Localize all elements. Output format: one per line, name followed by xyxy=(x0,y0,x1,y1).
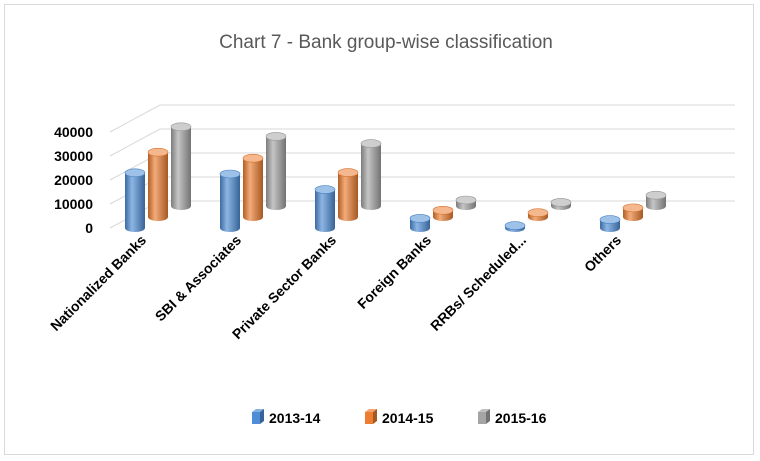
bar-2013-14-others xyxy=(599,215,621,232)
bar-2014-15-nationalized-banks xyxy=(147,147,169,221)
y-axis-ticks: 0 10000 20000 30000 40000 xyxy=(54,124,93,236)
category-labels: Nationalized Banks SBI & AssociatesPrivat… xyxy=(47,232,624,343)
legend-label: 2014-15 xyxy=(382,410,434,426)
chart-svg: Chart 7 - Bank group-wise classification… xyxy=(47,32,735,426)
legend: 2013-14 2014-15 2015-16 xyxy=(252,409,547,426)
category-label: Foreign Banks xyxy=(354,232,434,312)
y-tick-label: 0 xyxy=(85,220,93,236)
bar-2014-15-foreign-banks xyxy=(432,205,454,221)
chart-title: Chart 7 - Bank group-wise classification xyxy=(219,32,553,53)
bar-2013-14-rrbs-scheduled xyxy=(504,221,526,232)
legend-item-2015-16: 2015-16 xyxy=(478,409,547,426)
y-tick-label: 20000 xyxy=(54,172,93,188)
bar-2015-16-nationalized-banks xyxy=(170,122,192,210)
legend-swatch xyxy=(365,412,373,424)
category-label: RRBs/ Scheduled... xyxy=(427,232,529,334)
gridline xyxy=(109,128,735,157)
bar-2014-15-rrbs-scheduled xyxy=(527,208,549,221)
category-label: Others xyxy=(581,232,624,275)
gridline xyxy=(109,104,735,133)
bar-2015-16-private-sector-banks xyxy=(360,139,382,210)
gridline xyxy=(109,152,735,181)
legend-swatch xyxy=(252,412,260,424)
bar-2015-16-sbi-associates xyxy=(265,132,287,210)
legend-label: 2015-16 xyxy=(495,410,547,426)
bar-2013-14-sbi-associates xyxy=(219,169,241,232)
bar-2015-16-foreign-banks xyxy=(455,195,477,210)
bars xyxy=(124,122,667,232)
legend-swatch xyxy=(478,412,486,424)
category-label: Nationalized Banks xyxy=(47,232,149,334)
bar-2014-15-sbi-associates xyxy=(242,153,264,221)
category-label: Private Sector Banks xyxy=(229,232,340,343)
bar-2014-15-others xyxy=(622,203,644,221)
bar-2013-14-foreign-banks xyxy=(409,214,431,232)
legend-item-2014-15: 2014-15 xyxy=(365,409,434,426)
bar-2015-16-others xyxy=(645,190,667,210)
gridline xyxy=(109,176,735,205)
legend-label: 2013-14 xyxy=(269,410,321,426)
bar-2015-16-rrbs-scheduled xyxy=(550,198,572,210)
category-label: SBI & Associates xyxy=(152,232,245,325)
y-tick-label: 30000 xyxy=(54,148,93,164)
y-tick-label: 40000 xyxy=(54,124,93,140)
chart-frame: Chart 7 - Bank group-wise classification… xyxy=(4,4,754,455)
legend-item-2013-14: 2013-14 xyxy=(252,409,321,426)
y-tick-label: 10000 xyxy=(54,196,93,212)
bar-2013-14-nationalized-banks xyxy=(124,168,146,232)
bar-2013-14-private-sector-banks xyxy=(314,185,336,232)
bar-2014-15-private-sector-banks xyxy=(337,168,359,221)
